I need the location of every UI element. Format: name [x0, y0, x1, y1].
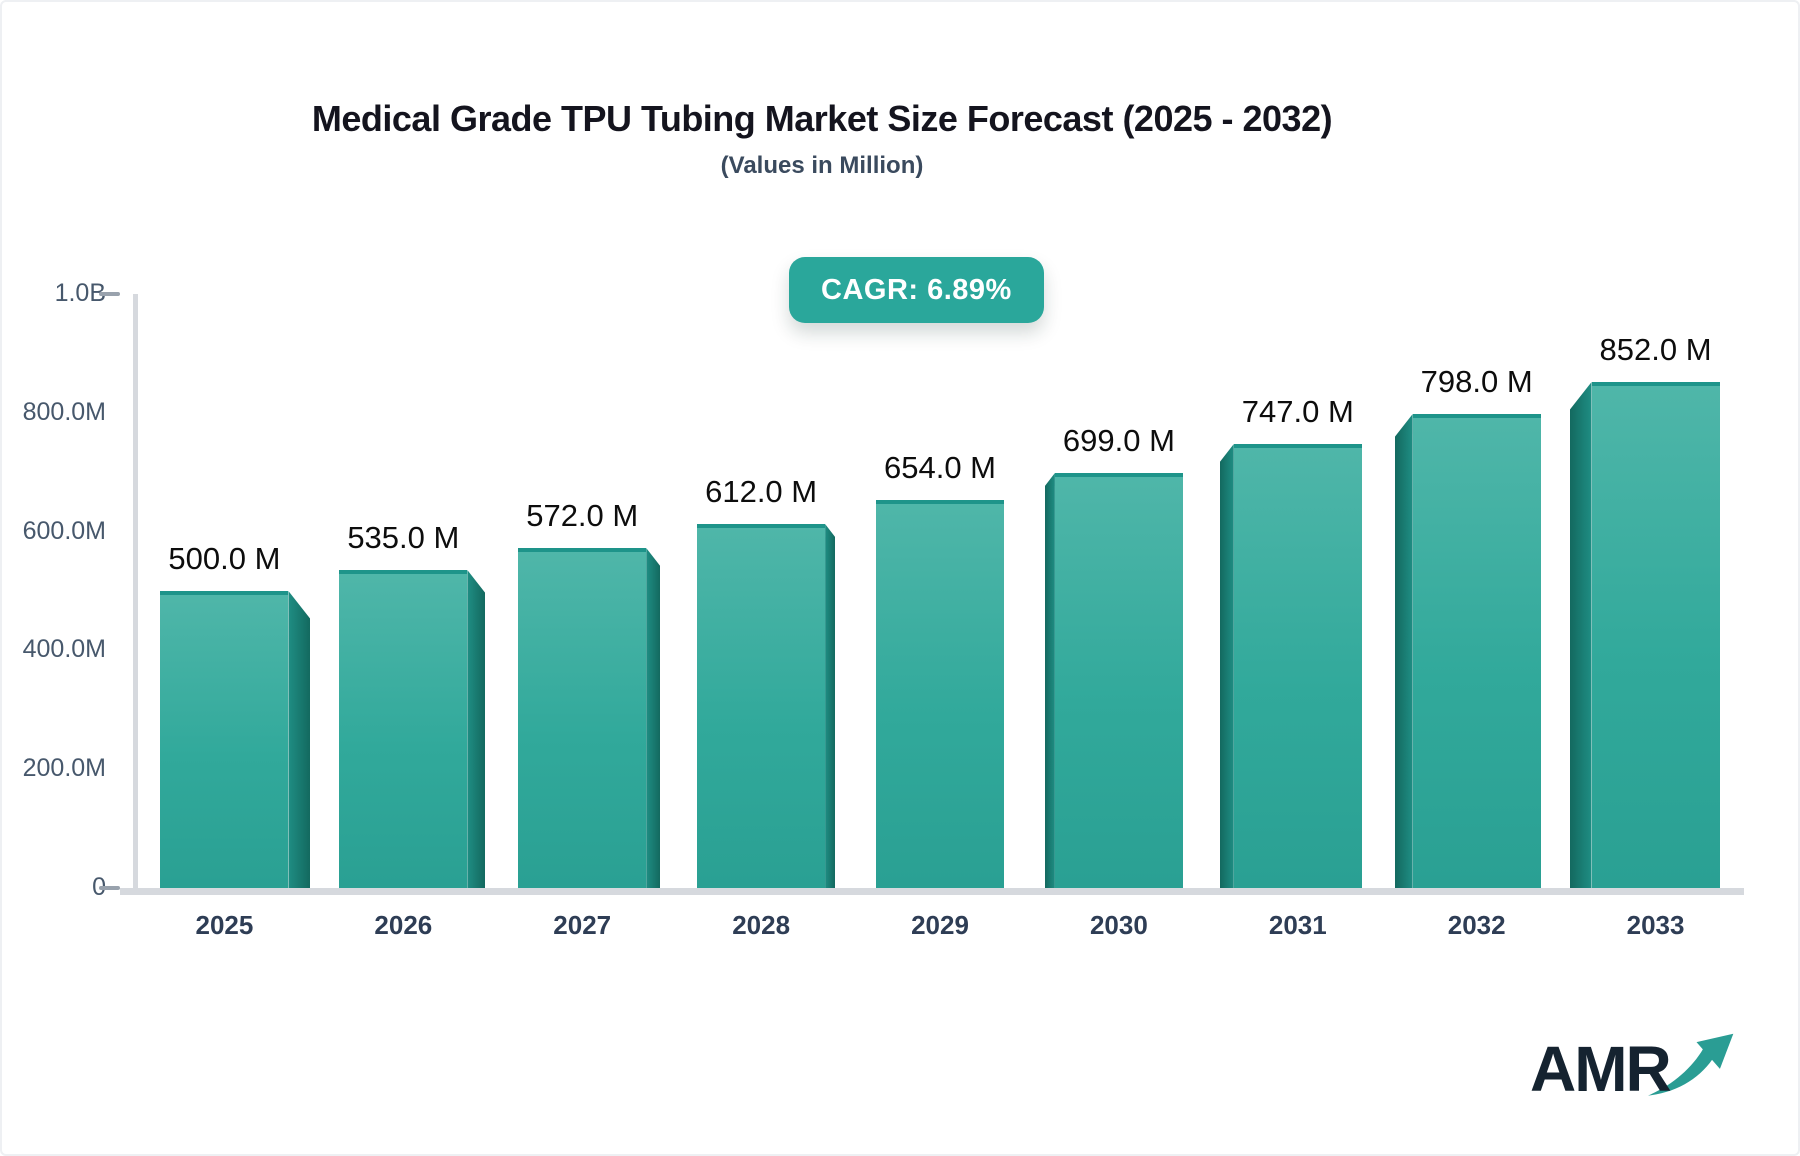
bar-group: 654.0 M — [851, 294, 1030, 888]
y-axis-tick-label: 800.0M — [22, 397, 106, 426]
bar — [1394, 414, 1541, 888]
bar-side-face — [467, 570, 486, 888]
x-axis-label: 2032 — [1447, 910, 1506, 940]
bar-value-label: 572.0 M — [526, 498, 639, 533]
amr-logo-text: AMR — [1530, 1033, 1672, 1105]
bar — [697, 524, 836, 888]
y-axis-tick-label: 400.0M — [22, 635, 106, 664]
x-axis-label: 2025 — [195, 910, 254, 940]
bar-value-label: 747.0 M — [1241, 394, 1354, 429]
y-axis-tick-label: 1.0B — [54, 279, 106, 307]
bar-group: 798.0 M — [1387, 294, 1566, 888]
y-axis-tick-mark — [99, 886, 120, 890]
bar-side-face — [288, 591, 311, 888]
plot-area: 500.0 M 535.0 M 572.0 M 612.0 M 654.0 M 699.0… — [135, 294, 1745, 888]
bar-group: 747.0 M — [1208, 294, 1387, 888]
bar — [518, 548, 661, 888]
x-axis-label: 2026 — [374, 910, 433, 940]
chart-title: Medical Grade TPU Tubing Market Size For… — [311, 98, 1333, 139]
bar — [1044, 473, 1183, 888]
bar-group: 699.0 M — [1029, 294, 1208, 888]
y-axis-tick-label: 600.0M — [22, 516, 106, 545]
bar — [876, 500, 1004, 888]
bar-side-face — [1394, 414, 1413, 888]
x-axis-label: 2029 — [911, 910, 969, 940]
y-axis-tick-label: 0 — [2, 873, 106, 902]
bar-value-label: 852.0 M — [1599, 332, 1712, 367]
x-axis-line — [120, 888, 1744, 895]
bar-group: 852.0 M — [1566, 294, 1745, 888]
bar — [1219, 444, 1362, 888]
y-axis-line — [133, 294, 138, 892]
x-axis-label: 2027 — [553, 910, 612, 940]
bar-side-face — [1569, 382, 1592, 888]
cagr-badge: CAGR: 6.89% — [789, 257, 1044, 323]
bar-group: 612.0 M — [672, 294, 851, 888]
amr-logo: AMR — [1530, 1032, 1740, 1106]
x-axis-label: 2031 — [1268, 910, 1327, 940]
x-axis-label: 2030 — [1089, 910, 1148, 940]
bar-side-face — [1044, 473, 1055, 888]
bar-side-face — [646, 548, 661, 888]
y-axis-tick-mark — [99, 292, 120, 296]
bar-value-label: 500.0 M — [168, 541, 281, 576]
bar-value-label: 535.0 M — [347, 520, 460, 555]
bar-value-label: 699.0 M — [1062, 423, 1175, 458]
growth-arrow-icon — [1647, 1033, 1734, 1096]
bar-value-label: 654.0 M — [883, 450, 997, 485]
x-axis-label: 2033 — [1626, 910, 1685, 940]
bar-group: 572.0 M — [493, 294, 672, 888]
y-axis: 0 200.0M 400.0M 600.0M 800.0M 1.0B — [2, 279, 106, 901]
bar — [339, 570, 486, 888]
bar-group: 500.0 M — [135, 294, 314, 888]
y-axis-tick-label: 200.0M — [22, 754, 106, 783]
bar — [1569, 382, 1720, 888]
x-axis-labels: 2025 2026 2027 2028 2029 2030 2031 2032 2033 — [135, 910, 1745, 941]
bar-group: 535.0 M — [314, 294, 493, 888]
chart-subtitle: (Values in Million) — [720, 152, 924, 179]
bar-value-label: 612.0 M — [705, 474, 818, 509]
bar — [160, 591, 311, 888]
bar-value-label: 798.0 M — [1420, 364, 1533, 399]
x-axis-label: 2028 — [732, 910, 791, 940]
bar-side-face — [1219, 444, 1234, 888]
bar-side-face — [825, 524, 836, 888]
